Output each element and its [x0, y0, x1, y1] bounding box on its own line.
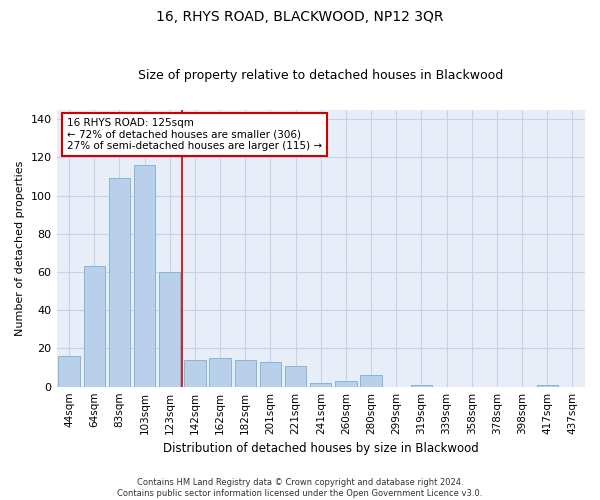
Bar [335, 381, 356, 386]
Title: Size of property relative to detached houses in Blackwood: Size of property relative to detached ho… [138, 69, 503, 82]
X-axis label: Distribution of detached houses by size in Blackwood: Distribution of detached houses by size … [163, 442, 479, 455]
Y-axis label: Number of detached properties: Number of detached properties [15, 160, 25, 336]
Bar [310, 383, 331, 386]
Bar [411, 385, 432, 386]
Bar [536, 385, 558, 386]
Bar [134, 165, 155, 386]
Text: 16 RHYS ROAD: 125sqm
← 72% of detached houses are smaller (306)
27% of semi-deta: 16 RHYS ROAD: 125sqm ← 72% of detached h… [67, 118, 322, 151]
Bar [109, 178, 130, 386]
Bar [285, 366, 307, 386]
Bar [58, 356, 80, 386]
Bar [184, 360, 206, 386]
Text: 16, RHYS ROAD, BLACKWOOD, NP12 3QR: 16, RHYS ROAD, BLACKWOOD, NP12 3QR [156, 10, 444, 24]
Text: Contains HM Land Registry data © Crown copyright and database right 2024.
Contai: Contains HM Land Registry data © Crown c… [118, 478, 482, 498]
Bar [361, 375, 382, 386]
Bar [235, 360, 256, 386]
Bar [159, 272, 181, 386]
Bar [260, 362, 281, 386]
Bar [83, 266, 105, 386]
Bar [209, 358, 231, 386]
